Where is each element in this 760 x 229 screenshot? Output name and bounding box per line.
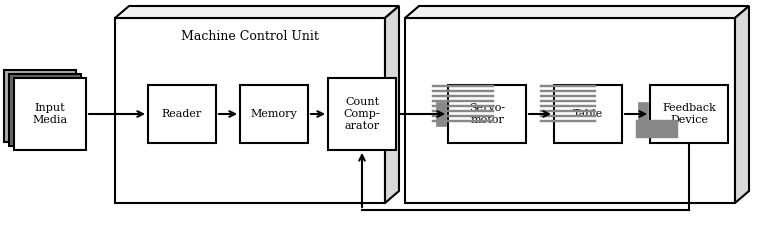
Polygon shape bbox=[540, 115, 596, 117]
Polygon shape bbox=[432, 110, 494, 112]
Polygon shape bbox=[636, 120, 678, 138]
Text: Count
Comp-
arator: Count Comp- arator bbox=[344, 97, 380, 131]
Polygon shape bbox=[540, 105, 596, 107]
Polygon shape bbox=[432, 85, 494, 87]
Polygon shape bbox=[432, 95, 494, 97]
Polygon shape bbox=[115, 18, 385, 203]
Polygon shape bbox=[115, 6, 399, 18]
Polygon shape bbox=[405, 6, 749, 18]
Polygon shape bbox=[540, 90, 596, 92]
Polygon shape bbox=[385, 6, 399, 203]
Polygon shape bbox=[432, 115, 494, 117]
Text: Input
Media: Input Media bbox=[33, 103, 68, 125]
Polygon shape bbox=[148, 85, 216, 143]
Polygon shape bbox=[554, 85, 622, 143]
Text: Servo-
motor: Servo- motor bbox=[469, 103, 505, 125]
Text: Reader: Reader bbox=[162, 109, 202, 119]
Polygon shape bbox=[650, 85, 728, 143]
Text: Feedback
Device: Feedback Device bbox=[662, 103, 716, 125]
Polygon shape bbox=[436, 102, 446, 125]
Polygon shape bbox=[240, 85, 308, 143]
Polygon shape bbox=[432, 105, 494, 107]
Text: Table: Table bbox=[573, 109, 603, 119]
Polygon shape bbox=[540, 120, 596, 122]
Text: Machine Control Unit: Machine Control Unit bbox=[181, 30, 319, 43]
Polygon shape bbox=[328, 78, 396, 150]
Polygon shape bbox=[14, 78, 86, 150]
Polygon shape bbox=[638, 102, 648, 125]
Polygon shape bbox=[4, 70, 76, 142]
Polygon shape bbox=[540, 95, 596, 97]
Polygon shape bbox=[405, 18, 735, 203]
Polygon shape bbox=[432, 120, 494, 122]
Polygon shape bbox=[9, 74, 81, 146]
Text: Memory: Memory bbox=[251, 109, 297, 119]
Polygon shape bbox=[540, 85, 596, 87]
Polygon shape bbox=[540, 110, 596, 112]
Polygon shape bbox=[448, 85, 526, 143]
Polygon shape bbox=[540, 100, 596, 102]
Polygon shape bbox=[735, 6, 749, 203]
Polygon shape bbox=[432, 100, 494, 102]
Polygon shape bbox=[432, 90, 494, 92]
